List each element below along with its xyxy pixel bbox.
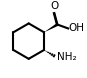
Text: OH: OH <box>69 23 85 33</box>
Text: O: O <box>50 1 58 11</box>
Polygon shape <box>44 23 58 32</box>
Text: NH₂: NH₂ <box>57 52 76 62</box>
